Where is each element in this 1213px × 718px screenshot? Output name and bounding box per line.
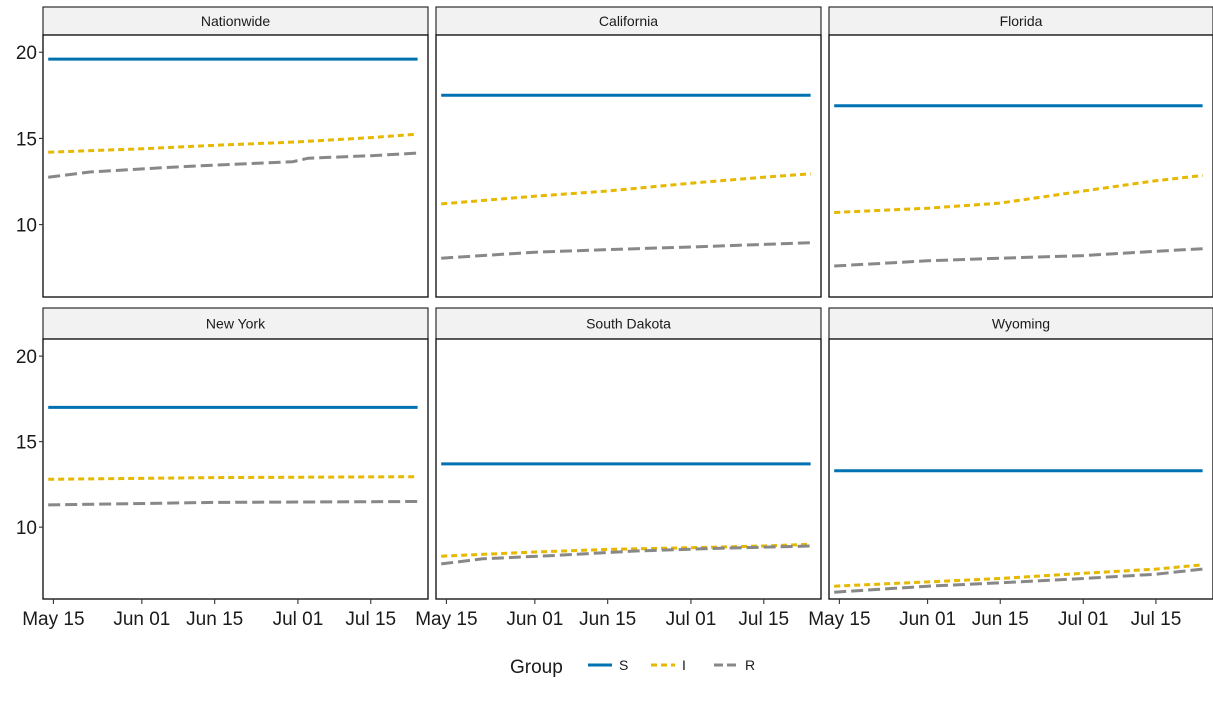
series-line-R bbox=[834, 567, 1203, 594]
x-tick-label: Jun 15 bbox=[579, 609, 636, 630]
y-tick-label: 10 bbox=[16, 518, 37, 539]
y-tick-label: 15 bbox=[16, 433, 37, 454]
series-line-R bbox=[48, 151, 418, 179]
facet-title: Florida bbox=[1000, 13, 1043, 29]
series-line-R bbox=[834, 247, 1203, 268]
legend-label: R bbox=[745, 657, 755, 673]
x-tick-label: Jun 01 bbox=[506, 609, 563, 630]
series-line-I bbox=[834, 174, 1203, 214]
x-tick-label: Jul 01 bbox=[1058, 609, 1109, 630]
x-tick-label: May 15 bbox=[415, 609, 477, 630]
x-tick-label: Jun 01 bbox=[113, 609, 170, 630]
panel-border bbox=[435, 338, 822, 600]
y-tick-label: 10 bbox=[16, 216, 37, 237]
facet-panel: Wyoming May 15 Jun 01 Jun 15 Jul 01 Jul 15 bbox=[808, 307, 1213, 630]
series-line-I bbox=[48, 475, 418, 481]
panel-border bbox=[435, 34, 822, 298]
facet-panel: Florida bbox=[828, 6, 1213, 298]
legend-title: Group bbox=[510, 657, 563, 678]
y-tick-label: 20 bbox=[16, 347, 37, 368]
x-tick-label: May 15 bbox=[808, 609, 870, 630]
series-line-R bbox=[48, 500, 418, 507]
panel-border bbox=[828, 34, 1213, 298]
x-tick-label: Jul 01 bbox=[273, 609, 324, 630]
legend-label: S bbox=[619, 657, 628, 673]
panel-border bbox=[42, 34, 429, 298]
x-tick-label: Jun 15 bbox=[186, 609, 243, 630]
facet-title: South Dakota bbox=[586, 316, 671, 332]
facet-strip bbox=[42, 6, 429, 36]
x-tick-label: May 15 bbox=[22, 609, 84, 630]
x-tick-label: Jul 15 bbox=[1131, 609, 1182, 630]
y-tick-label: 20 bbox=[16, 43, 37, 64]
legend: Group S I R bbox=[510, 657, 755, 678]
facet-panel: New York 10 15 20 May 15 Jun 01 Jun 15 Jul 01 Ju… bbox=[16, 307, 429, 630]
facet-panel: South Dakota May 15 Jun 01 Jun 15 Jul 01 Jul … bbox=[415, 307, 822, 630]
panel-border bbox=[828, 338, 1213, 600]
facet-title: New York bbox=[206, 316, 266, 332]
series-line-I bbox=[441, 172, 811, 206]
facet-strip bbox=[42, 307, 429, 340]
x-tick-label: Jun 01 bbox=[899, 609, 956, 630]
y-tick-label: 15 bbox=[16, 129, 37, 150]
series-line-I bbox=[48, 132, 418, 154]
facet-title: California bbox=[599, 13, 658, 29]
x-tick-label: Jul 01 bbox=[666, 609, 717, 630]
facet-panel: California bbox=[435, 6, 822, 298]
x-tick-label: Jul 15 bbox=[345, 609, 396, 630]
x-tick-label: Jul 15 bbox=[738, 609, 789, 630]
facet-title: Nationwide bbox=[201, 13, 270, 29]
legend-label: I bbox=[682, 657, 686, 673]
panel-border bbox=[42, 338, 429, 600]
facet-title: Wyoming bbox=[992, 316, 1050, 332]
series-line-R bbox=[441, 241, 811, 260]
facet-strip bbox=[435, 307, 822, 340]
series-line-R bbox=[441, 544, 811, 566]
facet-panel: Nationwide 10 15 20 bbox=[16, 6, 429, 298]
x-tick-label: Jun 15 bbox=[972, 609, 1029, 630]
